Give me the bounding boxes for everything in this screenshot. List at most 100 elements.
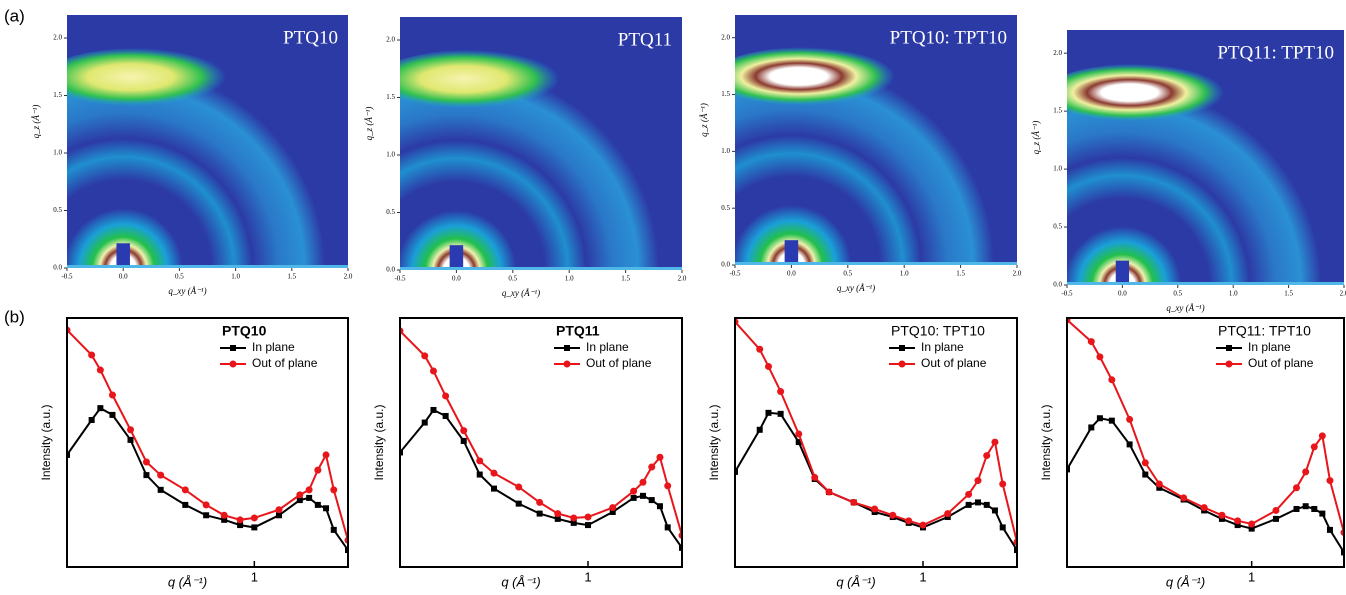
marker	[639, 492, 646, 499]
marker	[648, 497, 655, 504]
y-axis-label: q_z (Å⁻¹)	[699, 103, 709, 137]
y-tick-label: 2.0	[53, 34, 62, 42]
marker	[127, 436, 134, 443]
marker	[88, 417, 95, 424]
legend-label: Out of plane	[586, 356, 652, 370]
peak	[1067, 63, 1234, 122]
marker	[491, 485, 497, 492]
x-tick-label: 0.5	[843, 270, 852, 278]
x-tick-label: 1.5	[1284, 290, 1293, 298]
marker	[1088, 424, 1095, 431]
image	[735, 15, 1017, 265]
marker	[1218, 515, 1225, 522]
marker	[974, 477, 982, 485]
marker	[143, 472, 150, 479]
legend-label: In plane	[1248, 340, 1291, 354]
marker	[306, 494, 313, 501]
marker	[1272, 506, 1280, 514]
plot	[735, 318, 1017, 554]
x-tick-label: 1.0	[231, 273, 240, 281]
x-axis-label: q_xy (Å⁻¹)	[1166, 303, 1204, 313]
marker	[203, 512, 210, 519]
legend-label: In plane	[586, 340, 629, 354]
x-tick-label: 2.0	[1340, 290, 1346, 298]
y-tick-label: 1.5	[53, 91, 62, 99]
legend-label: Out of plane	[252, 356, 318, 370]
marker	[202, 501, 210, 509]
y-tick-label: 1.0	[386, 151, 395, 159]
marker	[1096, 415, 1103, 422]
legend-title: PTQ10: TPT10	[891, 323, 985, 339]
marker	[220, 511, 228, 519]
marker	[889, 511, 897, 519]
y-tick-label: 1.5	[721, 90, 730, 98]
marker	[1248, 525, 1255, 532]
x-tick-label: 0.0	[787, 270, 796, 278]
marker	[1126, 415, 1134, 423]
plot-frame	[734, 317, 1018, 568]
marker	[1326, 477, 1334, 485]
marker	[536, 498, 544, 506]
marker	[515, 500, 522, 507]
x-tick-label: 0.5	[1173, 290, 1182, 298]
marker	[314, 501, 321, 508]
marker	[570, 519, 577, 526]
legend-marker	[1225, 360, 1233, 368]
marker	[1142, 471, 1149, 478]
legend-marker	[564, 345, 570, 351]
marker	[1234, 522, 1241, 529]
marker	[345, 547, 348, 554]
marker	[157, 471, 165, 479]
marker	[965, 490, 973, 498]
heatmap	[735, 15, 1017, 265]
y-axis-label: q_z (Å⁻¹)	[31, 105, 41, 139]
x-tick-label: -0.5	[61, 273, 73, 281]
series-line	[400, 408, 682, 549]
x-tick-label: 1	[919, 569, 926, 584]
marker	[1108, 417, 1115, 424]
marker	[296, 491, 304, 499]
x-tick-label: -0.5	[729, 270, 741, 278]
marker	[221, 516, 228, 523]
marker	[236, 516, 244, 524]
beam-stop	[1115, 260, 1130, 285]
marker	[251, 524, 258, 531]
marker	[476, 471, 483, 478]
panel-label: (a)	[4, 6, 25, 25]
y-tick-label: 1.5	[386, 93, 395, 101]
y-tick-label: 1.0	[53, 149, 62, 157]
marker	[400, 449, 403, 456]
x-tick-label: 1.5	[621, 275, 630, 283]
y-axis-label: Intensity (a.u.)	[1039, 404, 1053, 480]
legend-label: In plane	[252, 340, 295, 354]
marker	[795, 430, 803, 438]
marker	[442, 412, 449, 419]
marker	[1126, 441, 1133, 448]
marker	[777, 410, 784, 417]
image-title: PTQ10	[283, 27, 338, 48]
marker	[554, 515, 561, 522]
y-tick-label: 2.0	[1053, 49, 1062, 57]
marker	[1108, 376, 1116, 384]
y-tick-label: 0.5	[721, 204, 730, 212]
legend-title: PTQ11: TPT10	[1218, 323, 1311, 339]
x-tick-label: 2.0	[344, 273, 353, 281]
x-tick-label: 2.0	[678, 275, 687, 283]
x-tick-label: 1.0	[900, 270, 909, 278]
marker	[296, 497, 303, 504]
x-axis-label: q_xy (Å⁻¹)	[168, 286, 206, 296]
marker	[1311, 505, 1318, 512]
x-axis-label: q_xy (Å⁻¹)	[837, 283, 875, 293]
heatmap	[67, 15, 348, 268]
marker	[1302, 468, 1310, 476]
plot	[400, 327, 682, 551]
plot-frame	[399, 317, 683, 568]
x-tick-label: -0.5	[394, 275, 406, 283]
marker	[1326, 526, 1333, 533]
x-tick-label: 2.0	[1013, 270, 1022, 278]
marker	[991, 438, 999, 446]
marker	[142, 458, 150, 466]
marker	[871, 505, 879, 513]
x-axis-label: q (Å⁻¹)	[836, 574, 875, 589]
